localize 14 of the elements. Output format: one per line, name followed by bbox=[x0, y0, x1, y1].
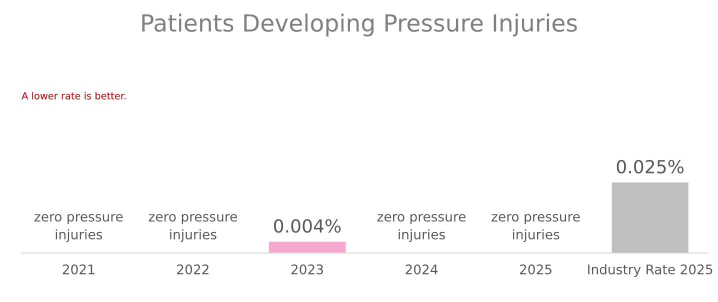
x-tick-label: Industry Rate 2025 bbox=[588, 264, 712, 277]
x-tick-label: 2023 bbox=[291, 264, 323, 274]
data-label: zero pressure injuries bbox=[377, 214, 466, 242]
x-tick-label: 2022 bbox=[177, 264, 208, 274]
chart-title: Patients Developing Pressure Injuries bbox=[142, 14, 577, 36]
x-tick-label: 2021 bbox=[62, 264, 94, 274]
data-label: 0.004% bbox=[274, 219, 341, 233]
data-label: 0.025% bbox=[616, 160, 684, 174]
x-tick-label: 2025 bbox=[520, 264, 552, 274]
x-tick-label: 2024 bbox=[406, 264, 438, 274]
text: A lower rate is better. bbox=[22, 92, 126, 100]
data-label: zero pressure injuries bbox=[148, 214, 237, 242]
data-label: zero pressure injuries bbox=[34, 214, 123, 242]
data-label: zero pressure injuries bbox=[492, 214, 580, 242]
